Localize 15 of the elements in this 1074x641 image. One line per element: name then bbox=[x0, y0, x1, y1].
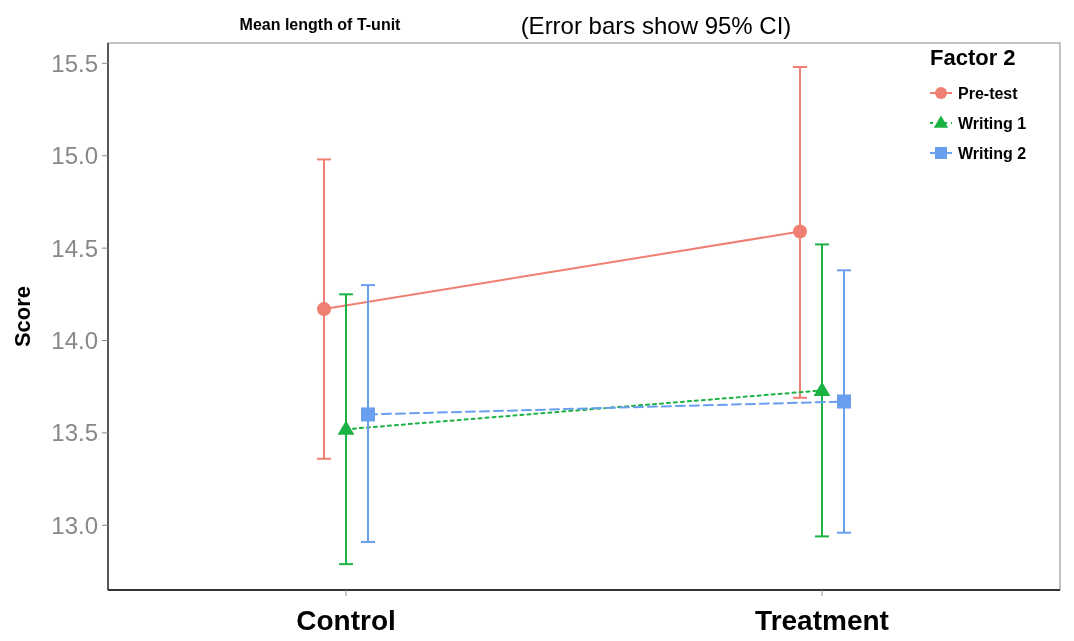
chart-title: Mean length of T-unit bbox=[239, 16, 402, 33]
x-tick-label: Treatment bbox=[755, 605, 889, 636]
legend-label: Writing 1 bbox=[958, 114, 1027, 132]
y-axis-title: Score bbox=[10, 285, 35, 348]
legend-label: Pre-test bbox=[958, 84, 1019, 102]
chart-subtitle: (Error bars show 95% CI) bbox=[520, 12, 792, 39]
legend-title: Factor 2 bbox=[930, 45, 1016, 70]
y-tick-label: 14.5 bbox=[51, 234, 98, 262]
x-tick-label: Control bbox=[296, 605, 396, 636]
legend-label: Writing 2 bbox=[958, 144, 1027, 162]
y-tick-label: 15.0 bbox=[51, 142, 98, 170]
y-tick-label: 15.5 bbox=[51, 49, 98, 77]
y-tick-label: 14.0 bbox=[51, 326, 98, 354]
y-tick-label: 13.0 bbox=[51, 511, 98, 539]
y-tick-label: 13.5 bbox=[51, 419, 98, 447]
